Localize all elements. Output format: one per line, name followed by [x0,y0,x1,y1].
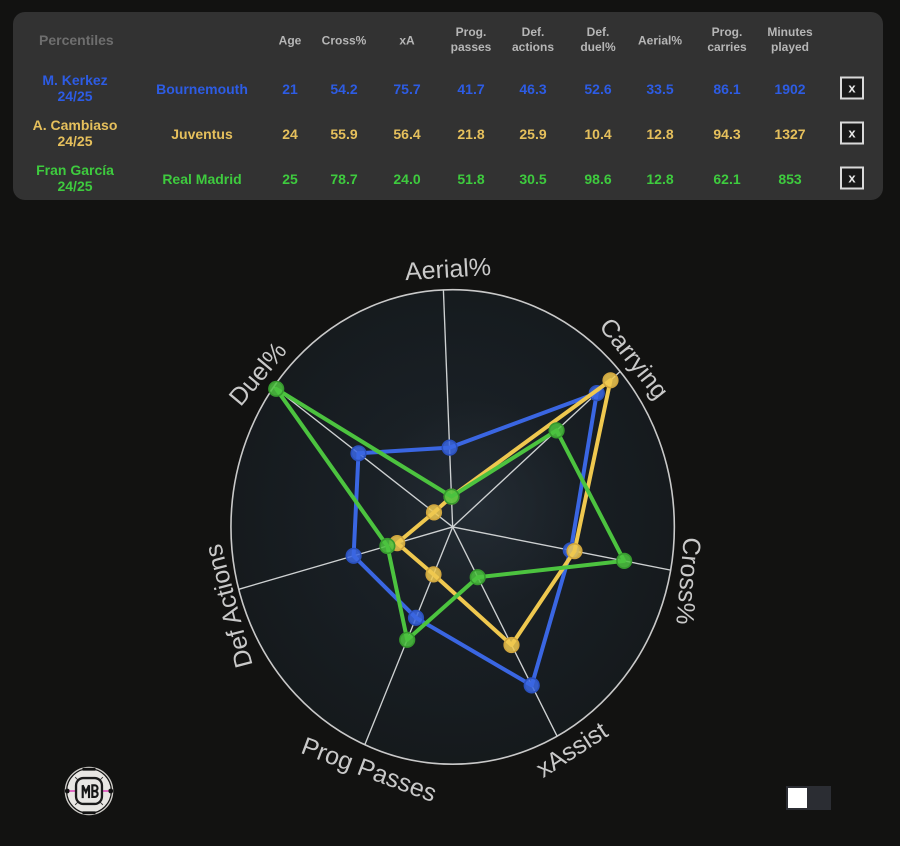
svg-text:Cross%: Cross% [670,536,706,626]
svg-text:Aerial%: Aerial% [404,253,492,286]
